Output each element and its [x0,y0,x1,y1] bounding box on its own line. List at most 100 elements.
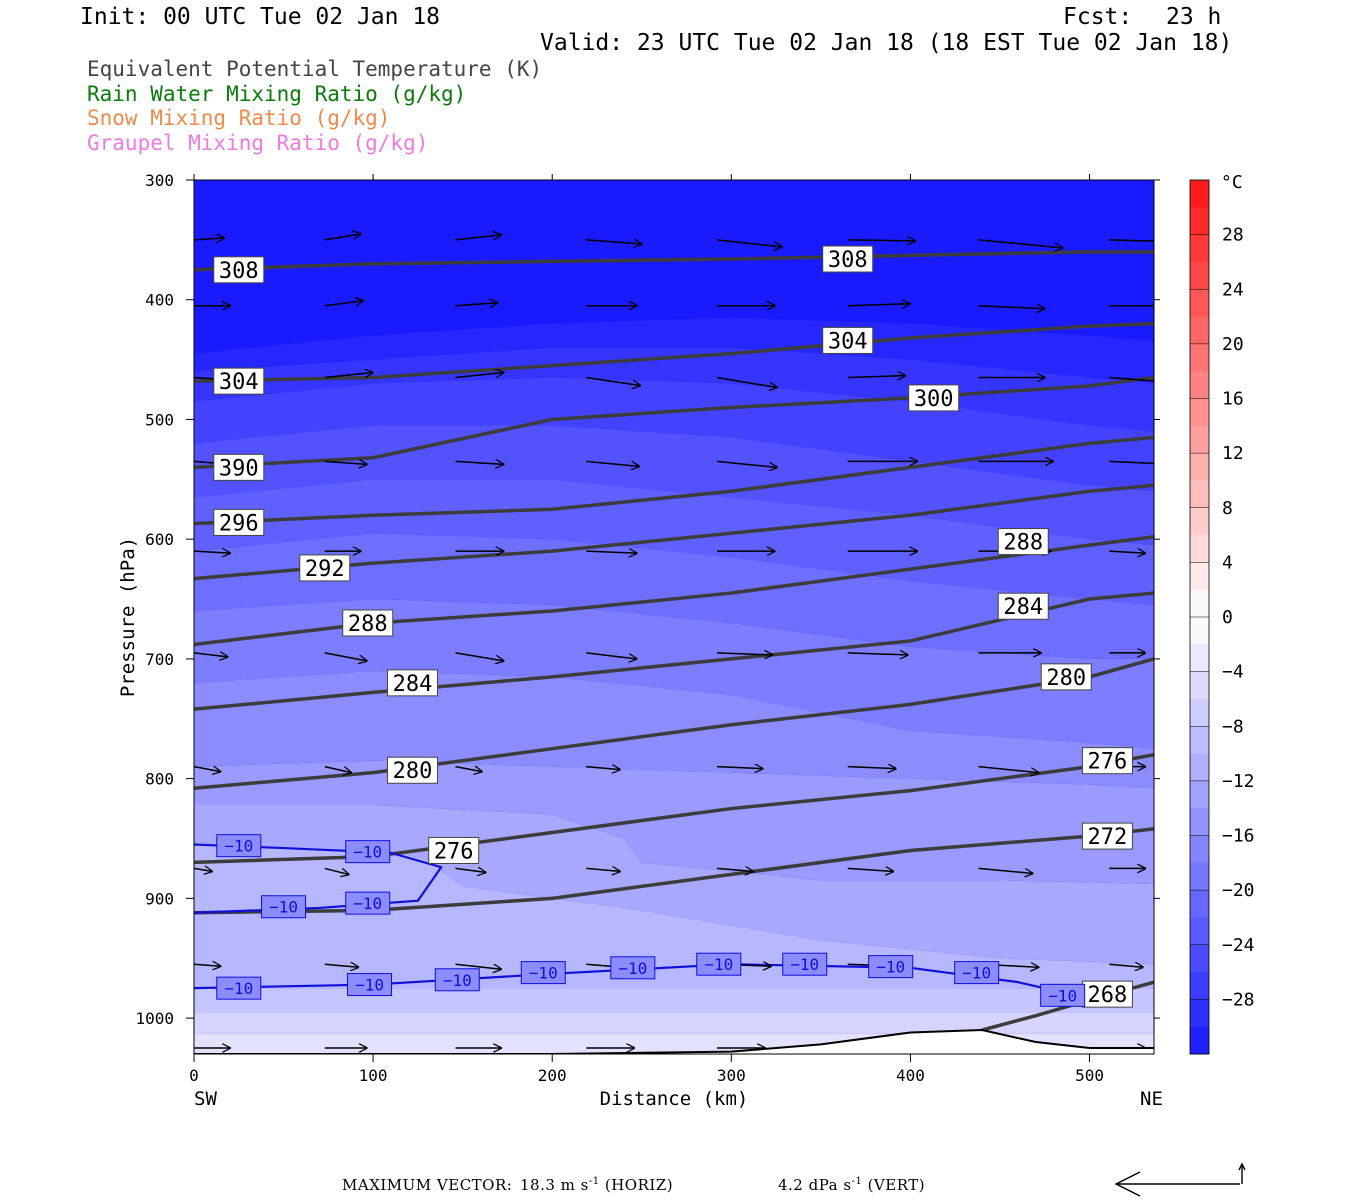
colorbar-swatch [1190,425,1209,454]
colorbar-tick-label: 28 [1222,225,1244,246]
minus10-label-box [782,952,828,976]
minus10-label: −10 [618,959,647,978]
wind-vector [1109,551,1145,553]
colorbar-swatch [1190,289,1209,318]
wind-vector [324,964,359,967]
colorbar: 28 24 20 16 12 8 4 0 −4 −8 −12 −16 −20 −24 −28 [1189,179,1255,1055]
colorbar-swatch [1190,562,1209,591]
wind-vector [586,240,641,244]
wind-vector [455,767,481,772]
colorbar-swatch [1190,671,1209,700]
wind-vector [1109,964,1143,967]
minus10-contour [194,843,443,914]
wind-vectors [194,234,1154,1048]
minus10-label: −10 [876,958,905,977]
vertical-max-vector: 4.2 dPa s-1 (VERT) [778,1176,926,1194]
colorbar-swatch [1190,480,1209,509]
wind-vector [455,963,501,969]
theta-e-contour [194,375,1154,470]
colorbar-swatch [1190,1026,1209,1055]
theta-e-label: 308 [219,259,259,284]
wind-vector [716,376,777,388]
init-time: Init: 00 UTC Tue 02 Jan 18 [80,4,441,30]
minus10-label: −10 [962,964,991,983]
wind-vector [1109,239,1154,242]
temperature-fill-layer [194,317,1154,1054]
colorbar-swatch [1190,890,1209,918]
colorbar-tick-label: −8 [1222,716,1244,737]
temperature-band [194,988,1154,1013]
x-tick-label: 300 [717,1066,746,1085]
theta-e-label: 292 [305,557,345,582]
wind-vector [586,767,620,770]
x-axis-title: Distance (km) [600,1088,749,1110]
wind-vector [194,653,228,657]
colorbar-tick-label: −20 [1222,880,1255,901]
colorbar-swatch [1190,617,1209,645]
wind-vector [586,868,620,871]
horizontal-max-vector: 18.3 m s-1 (HORIZ) [520,1176,674,1194]
colorbar-swatch [1190,917,1209,946]
theta-e-label: 304 [219,370,259,395]
right-end-label: NE [1140,1088,1163,1110]
y-tick-label: 500 [145,410,174,429]
wind-vector [455,235,501,241]
theta-e-contour [194,483,1154,581]
colorbar-tick-label: 24 [1222,279,1244,300]
minus10-label: −10 [1048,986,1077,1005]
y-tick-label: 800 [145,770,174,789]
y-tick-label: 1000 [135,1009,174,1028]
minus10-label: −10 [269,898,298,917]
theta-e-label: 288 [1003,531,1043,556]
theta-e-label-box [822,245,874,273]
wind-vector [324,301,363,307]
minus10-label-box [345,840,391,864]
minus10-label: −10 [529,964,558,983]
legend-snow: Snow Mixing Ratio (g/kg) [87,106,391,130]
minus10-label: −10 [224,837,253,856]
wind-vector [455,461,503,464]
wind-vector [978,867,1032,873]
left-end-label: SW [194,1088,217,1110]
colorbar-tick-label: −24 [1222,935,1255,956]
wind-vector [847,868,894,871]
minus10-label-box [345,891,391,915]
theta-e-contour [194,591,1154,711]
wind-vector [847,376,906,378]
minus10-label-box [520,961,566,985]
colorbar-swatch [1190,180,1209,208]
y-axis-title: Pressure (hPa) [117,537,139,697]
terrain-line [194,1029,1154,1054]
wind-vector [1109,460,1154,465]
colorbar-swatch [1190,644,1209,673]
colorbar-swatch [1190,453,1209,481]
wind-vector [324,765,351,773]
theta-e-label-box [822,326,874,354]
colorbar-swatch [1190,207,1209,236]
theta-e-label-box [299,554,351,582]
y-tick-label: 900 [145,889,174,908]
wind-vector [194,868,212,871]
temperature-band [194,317,1154,384]
theta-e-label: 272 [1088,825,1128,850]
theta-e-label-box [387,756,439,784]
theta-e-label: 284 [393,672,433,697]
theta-e-label-box [213,453,265,481]
temperature-band [194,479,1154,606]
theta-e-label: 308 [828,248,868,273]
colorbar-swatch [1190,999,1209,1028]
minus10-label-box [696,952,742,976]
reference-vector-icon [1114,1162,1246,1197]
colorbar-swatch [1190,698,1209,727]
minus10-label-box [216,976,262,1000]
theta-e-label: 390 [219,456,259,481]
colorbar-swatch [1190,780,1209,809]
legend-theta-e: Equivalent Potential Temperature (K) [87,57,543,81]
colorbar-swatch [1190,944,1209,973]
colorbar-swatch [1190,726,1209,755]
minus10-label-box [261,895,307,919]
colorbar-swatch [1190,316,1209,345]
colorbar-swatch [1190,507,1209,536]
terrain-fill [194,1030,1154,1054]
